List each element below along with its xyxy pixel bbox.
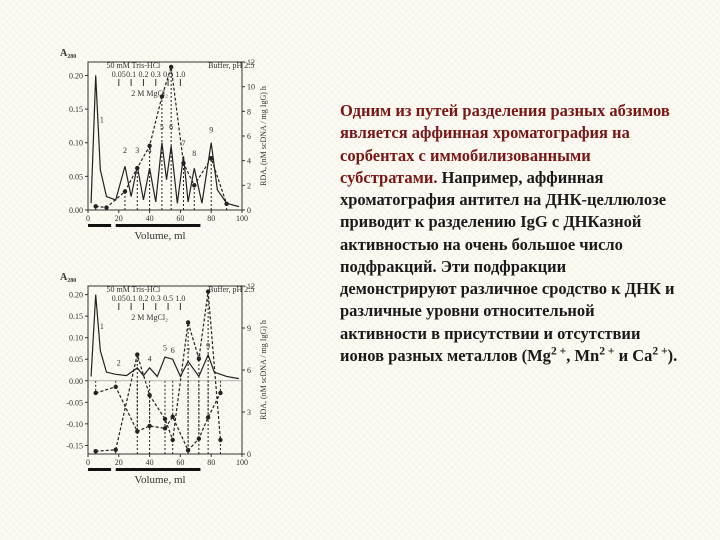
svg-text:100: 100 <box>236 214 248 223</box>
svg-text:9: 9 <box>247 324 251 333</box>
svg-text:0.10: 0.10 <box>69 334 83 343</box>
svg-text:9: 9 <box>209 126 213 135</box>
svg-text:0.15: 0.15 <box>69 105 83 114</box>
svg-text:0.2: 0.2 <box>138 70 148 79</box>
svg-text:3: 3 <box>247 408 251 417</box>
svg-text:100: 100 <box>236 458 248 467</box>
svg-text:80: 80 <box>207 214 215 223</box>
svg-text:0: 0 <box>86 458 90 467</box>
sep1: , Mn <box>566 346 599 365</box>
charts-column: 0204060801000.000.050.100.150.2002468101… <box>50 30 300 510</box>
svg-text:0.15: 0.15 <box>69 312 83 321</box>
svg-text:0.00: 0.00 <box>69 377 83 386</box>
svg-text:20: 20 <box>115 458 123 467</box>
svg-text:7: 7 <box>186 347 190 356</box>
svg-text:3: 3 <box>135 354 139 363</box>
svg-text:8: 8 <box>247 107 251 116</box>
svg-text:50 mM Tris-HCl: 50 mM Tris-HCl <box>106 285 161 294</box>
svg-text:1.0: 1.0 <box>175 70 185 79</box>
svg-text:Buffer, pH 2.5: Buffer, pH 2.5 <box>208 285 254 294</box>
body-text: Например, аффинная хроматография антител… <box>340 168 677 366</box>
svg-text:0: 0 <box>247 206 251 215</box>
svg-text:A₂₈₀: A₂₈₀ <box>60 48 76 59</box>
svg-text:0.00: 0.00 <box>69 206 83 215</box>
svg-text:A₂₈₀: A₂₈₀ <box>60 272 76 283</box>
svg-text:9: 9 <box>206 341 210 350</box>
svg-text:-0.15: -0.15 <box>66 441 83 450</box>
paragraph: Одним из путей разделения разных абзимов… <box>300 30 690 510</box>
svg-text:0.5: 0.5 <box>163 294 173 303</box>
svg-text:1: 1 <box>100 116 104 125</box>
svg-text:RDA, (nM scDNA / mg IgG) h: RDA, (nM scDNA / mg IgG) h <box>259 320 268 420</box>
mn-sup: 2 + <box>599 346 614 358</box>
svg-text:0.20: 0.20 <box>69 291 83 300</box>
ca-sup: 2 + <box>652 346 667 358</box>
chart-b: 020406080100-0.15-0.10-0.050.000.050.100… <box>50 264 270 464</box>
svg-text:6: 6 <box>171 346 175 355</box>
svg-text:2: 2 <box>247 181 251 190</box>
svg-text:0.05: 0.05 <box>112 294 126 303</box>
svg-text:2 M MgCl₂: 2 M MgCl₂ <box>131 313 168 322</box>
svg-text:20: 20 <box>115 214 123 223</box>
svg-text:40: 40 <box>146 214 154 223</box>
svg-text:4: 4 <box>247 157 251 166</box>
mg-sup: 2 + <box>551 346 566 358</box>
svg-text:0.1: 0.1 <box>126 294 136 303</box>
svg-text:3: 3 <box>135 146 139 155</box>
body-post: ). <box>668 346 678 365</box>
svg-text:7: 7 <box>181 139 185 148</box>
svg-text:40: 40 <box>146 458 154 467</box>
x-axis-label-a: Volume, ml <box>50 230 270 242</box>
svg-text:0: 0 <box>86 214 90 223</box>
svg-text:Buffer, pH 2.5: Buffer, pH 2.5 <box>208 61 254 70</box>
svg-text:5: 5 <box>160 122 164 131</box>
svg-text:0.05: 0.05 <box>112 70 126 79</box>
x-axis-label-b: Volume, ml <box>50 474 270 486</box>
svg-text:1: 1 <box>100 322 104 331</box>
body-pre: Например, аффинная хроматография антител… <box>340 168 675 366</box>
svg-text:8: 8 <box>197 352 201 361</box>
sep2: и Ca <box>614 346 652 365</box>
svg-text:0.10: 0.10 <box>69 139 83 148</box>
svg-text:60: 60 <box>176 458 184 467</box>
svg-text:80: 80 <box>207 458 215 467</box>
svg-text:-0.05: -0.05 <box>66 398 83 407</box>
svg-text:-0.10: -0.10 <box>66 420 83 429</box>
svg-text:6: 6 <box>247 366 251 375</box>
svg-text:50 mM Tris-HCl: 50 mM Tris-HCl <box>106 61 161 70</box>
svg-text:1.0: 1.0 <box>175 294 185 303</box>
svg-text:0.1: 0.1 <box>126 70 136 79</box>
svg-text:10: 10 <box>247 83 255 92</box>
svg-text:0.2: 0.2 <box>138 294 148 303</box>
svg-text:60: 60 <box>176 214 184 223</box>
svg-text:5: 5 <box>163 344 167 353</box>
svg-text:0.05: 0.05 <box>69 172 83 181</box>
svg-text:0.05: 0.05 <box>69 355 83 364</box>
svg-text:2: 2 <box>123 146 127 155</box>
svg-text:4: 4 <box>148 146 152 155</box>
chart-a: 0204060801000.000.050.100.150.2002468101… <box>50 40 270 240</box>
svg-text:2: 2 <box>117 359 121 368</box>
svg-text:6: 6 <box>247 132 251 141</box>
svg-text:4: 4 <box>148 354 152 363</box>
svg-text:8: 8 <box>192 149 196 158</box>
svg-text:0.20: 0.20 <box>69 71 83 80</box>
svg-text:0.3: 0.3 <box>151 70 161 79</box>
svg-text:0: 0 <box>247 450 251 459</box>
svg-text:RDA, (nM scDNA / mg IgG) h: RDA, (nM scDNA / mg IgG) h <box>259 86 268 186</box>
svg-text:0.3: 0.3 <box>151 294 161 303</box>
svg-text:6: 6 <box>169 122 173 131</box>
